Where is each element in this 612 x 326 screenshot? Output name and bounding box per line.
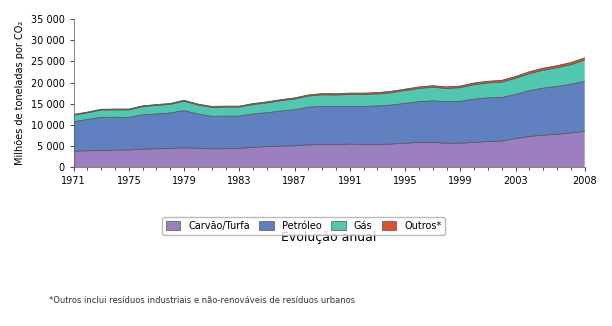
- Text: *Outros inclui resíduos industriais e não-renováveis de resíduos urbanos: *Outros inclui resíduos industriais e nã…: [49, 296, 355, 305]
- Legend: Carvão/Turfa, Petróleo, Gás, Outros*: Carvão/Turfa, Petróleo, Gás, Outros*: [162, 217, 446, 235]
- Y-axis label: Milhões de toneladas por CO₂: Milhões de toneladas por CO₂: [15, 21, 25, 165]
- X-axis label: Evolução anual: Evolução anual: [282, 231, 377, 244]
